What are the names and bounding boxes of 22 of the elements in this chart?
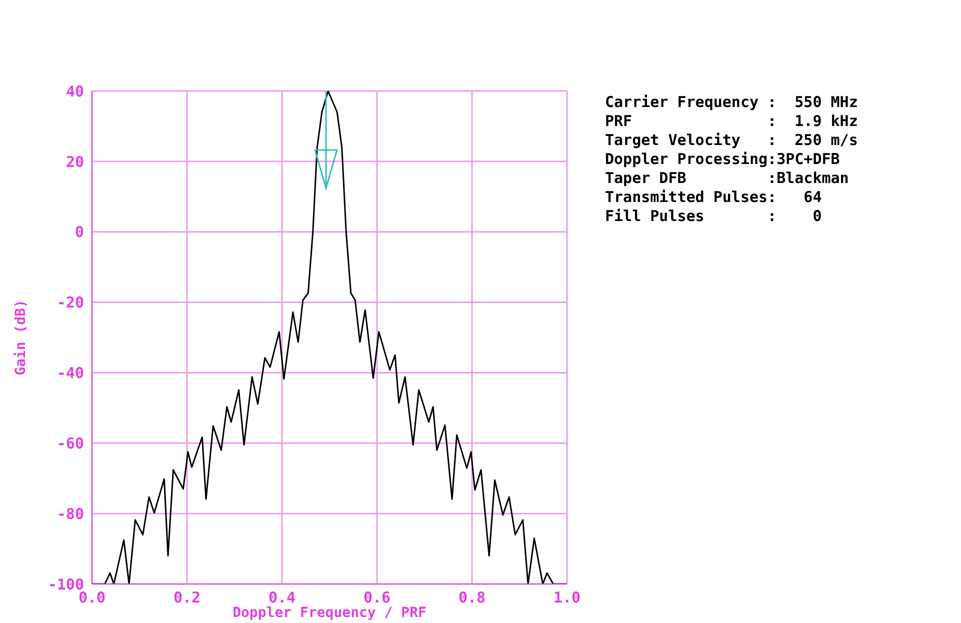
y-axis-title: Gain (dB) [12,300,29,376]
text: Carrier Frequency : 550 MHz [605,93,858,112]
x-tick-label: 0.6 [363,588,391,607]
y-tick-label: 20 [66,152,84,171]
text: Transmitted Pulses: 64 [605,188,823,207]
text: PRF : 1.9 kHz [605,112,858,131]
text: Fill Pulses : 0 [605,207,823,226]
y-tick-label: -60 [56,434,84,452]
x-axis-title: Doppler Frequency / PRF [232,605,426,621]
x-tick-label: 1.0 [553,588,581,607]
text: Doppler Processing:3PC+DFB [605,150,841,169]
x-tick-label: 0.0 [78,588,106,607]
x-tick-label: 0.8 [458,588,486,607]
y-tick-label: -80 [56,504,84,523]
y-tick-label: -40 [56,364,84,382]
text: Taper DFB :Blackman [605,169,850,188]
text: Target Velocity : 250 m/s [605,131,858,150]
y-tick-label: -20 [56,294,84,312]
x-tick-label: 0.4 [268,588,296,607]
x-tick-label: 0.2 [173,588,201,607]
y-tick-label: 40 [66,82,84,100]
y-tick-label: 0 [74,223,84,242]
